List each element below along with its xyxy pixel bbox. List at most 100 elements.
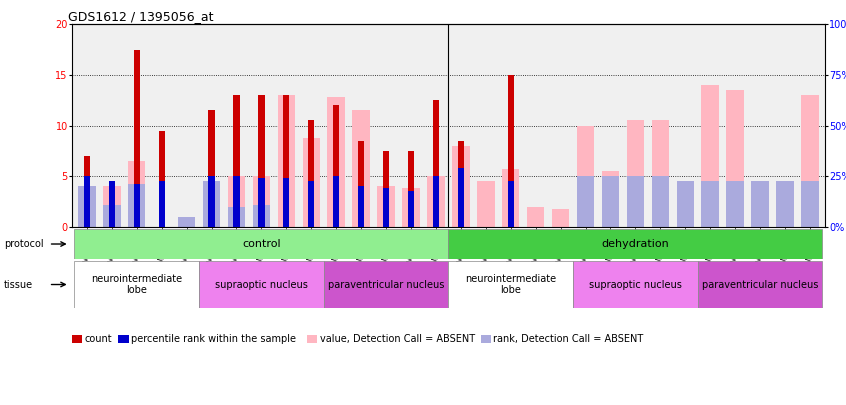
Text: paraventricular nucleus: paraventricular nucleus [702, 279, 818, 290]
Bar [727, 181, 744, 227]
Bar [253, 176, 270, 227]
Text: rank, Detection Call = ABSENT: rank, Detection Call = ABSENT [493, 335, 644, 344]
Bar [178, 217, 195, 227]
Bar [508, 181, 514, 227]
Bar [402, 188, 420, 227]
Text: supraoptic nucleus: supraoptic nucleus [215, 279, 308, 290]
Bar [128, 161, 146, 227]
Bar [677, 181, 694, 227]
Bar [277, 95, 295, 227]
Text: GDS1612 / 1395056_at: GDS1612 / 1395056_at [69, 10, 214, 23]
Bar [677, 181, 694, 227]
Bar [527, 207, 544, 227]
Bar [324, 261, 448, 308]
Bar [78, 188, 96, 227]
Bar [627, 121, 644, 227]
Bar [651, 176, 669, 227]
Bar [84, 176, 90, 227]
Bar [199, 261, 324, 308]
Bar [233, 95, 239, 227]
Bar [208, 111, 215, 227]
Bar [258, 178, 265, 227]
Bar [74, 229, 448, 259]
Text: tissue: tissue [4, 279, 33, 290]
Bar [108, 181, 115, 227]
Bar [308, 121, 315, 227]
Bar [208, 176, 215, 227]
Bar [427, 176, 445, 227]
Text: supraoptic nucleus: supraoptic nucleus [589, 279, 682, 290]
Bar [751, 181, 769, 227]
Bar [203, 181, 220, 227]
Bar [602, 176, 619, 227]
Bar [228, 207, 245, 227]
Bar [353, 111, 370, 227]
Bar [283, 178, 289, 227]
Text: neurointermediate
lobe: neurointermediate lobe [91, 274, 182, 295]
Bar [103, 186, 120, 227]
Bar [751, 181, 769, 227]
Bar [203, 181, 220, 227]
Bar [751, 181, 769, 227]
Bar [452, 146, 470, 227]
Bar [727, 90, 744, 227]
Text: percentile rank within the sample: percentile rank within the sample [131, 335, 296, 344]
Bar [627, 176, 644, 227]
Bar [128, 184, 146, 227]
Bar [701, 85, 719, 227]
Bar [408, 151, 414, 227]
Bar [383, 151, 389, 227]
Text: protocol: protocol [4, 239, 44, 249]
Bar [178, 217, 195, 227]
Bar [801, 95, 819, 227]
Bar [458, 168, 464, 227]
Bar [108, 186, 115, 227]
Bar [448, 261, 573, 308]
Bar [508, 75, 514, 227]
Bar [577, 126, 594, 227]
Bar [727, 90, 744, 227]
Text: control: control [242, 239, 281, 249]
Bar [303, 138, 320, 227]
Bar [677, 181, 694, 227]
Bar [602, 171, 619, 227]
Bar [502, 169, 519, 227]
Bar [158, 181, 165, 227]
Bar [258, 95, 265, 227]
Bar [701, 181, 719, 227]
Bar [433, 100, 439, 227]
Bar [408, 192, 414, 227]
Text: value, Detection Call = ABSENT: value, Detection Call = ABSENT [320, 335, 475, 344]
Bar [602, 171, 619, 227]
Bar [801, 95, 819, 227]
Bar [777, 192, 794, 227]
Bar [777, 192, 794, 227]
Bar [701, 85, 719, 227]
Bar [377, 186, 395, 227]
Bar [433, 176, 439, 227]
Bar [233, 176, 239, 227]
Bar [552, 209, 569, 227]
Bar [573, 261, 698, 308]
Bar [458, 141, 464, 227]
Bar [134, 184, 140, 227]
Bar [651, 121, 669, 227]
Bar [103, 205, 120, 227]
Bar [228, 176, 245, 227]
Text: dehydration: dehydration [602, 239, 669, 249]
Bar [477, 181, 495, 227]
Bar [651, 121, 669, 227]
Bar [308, 181, 315, 227]
Bar [777, 181, 794, 227]
Bar [74, 261, 199, 308]
Text: neurointermediate
lobe: neurointermediate lobe [465, 274, 557, 295]
Bar [78, 186, 96, 227]
Bar [358, 141, 365, 227]
Bar [253, 205, 270, 227]
Bar [383, 188, 389, 227]
Bar [627, 121, 644, 227]
Bar [333, 105, 339, 227]
Bar [577, 176, 594, 227]
Bar [134, 50, 140, 227]
Bar [358, 186, 365, 227]
